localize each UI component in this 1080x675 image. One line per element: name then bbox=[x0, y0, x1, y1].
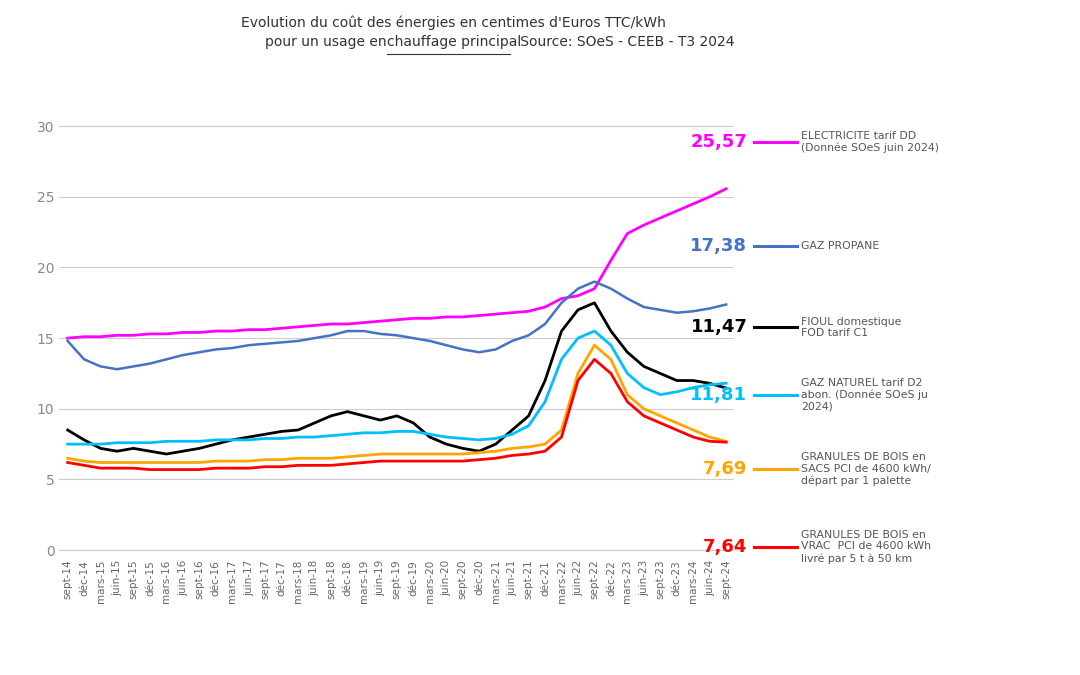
Text: 11,81: 11,81 bbox=[690, 386, 747, 404]
Text: GRANULES DE BOIS en
SACS PCI de 4600 kWh/
départ par 1 palette: GRANULES DE BOIS en SACS PCI de 4600 kWh… bbox=[801, 452, 931, 486]
Text: Evolution du coût des énergies en centimes d'Euros TTC/kWh: Evolution du coût des énergies en centim… bbox=[241, 16, 666, 30]
Text: GAZ NATUREL tarif D2
abon. (Donnée SOeS ju
2024): GAZ NATUREL tarif D2 abon. (Donnée SOeS … bbox=[801, 378, 928, 412]
Text: ELECTRICITE tarif DD
(Donnée SOeS juin 2024): ELECTRICITE tarif DD (Donnée SOeS juin 2… bbox=[801, 131, 940, 153]
Text: GRANULES DE BOIS en
VRAC  PCI de 4600 kWh
livré par 5 t à 50 km: GRANULES DE BOIS en VRAC PCI de 4600 kWh… bbox=[801, 530, 931, 564]
Text: chauffage principal: chauffage principal bbox=[387, 35, 521, 49]
Text: 7,64: 7,64 bbox=[703, 538, 747, 556]
Text: 7,69: 7,69 bbox=[703, 460, 747, 478]
Text: - Source: SOeS - CEEB - T3 2024: - Source: SOeS - CEEB - T3 2024 bbox=[511, 35, 734, 49]
Text: 11,47: 11,47 bbox=[690, 319, 747, 336]
Text: GAZ PROPANE: GAZ PROPANE bbox=[801, 242, 879, 251]
Text: 25,57: 25,57 bbox=[690, 133, 747, 151]
Text: FIOUL domestique
FOD tarif C1: FIOUL domestique FOD tarif C1 bbox=[801, 317, 902, 338]
Text: 17,38: 17,38 bbox=[690, 238, 747, 255]
Text: pour un usage en: pour un usage en bbox=[265, 35, 391, 49]
